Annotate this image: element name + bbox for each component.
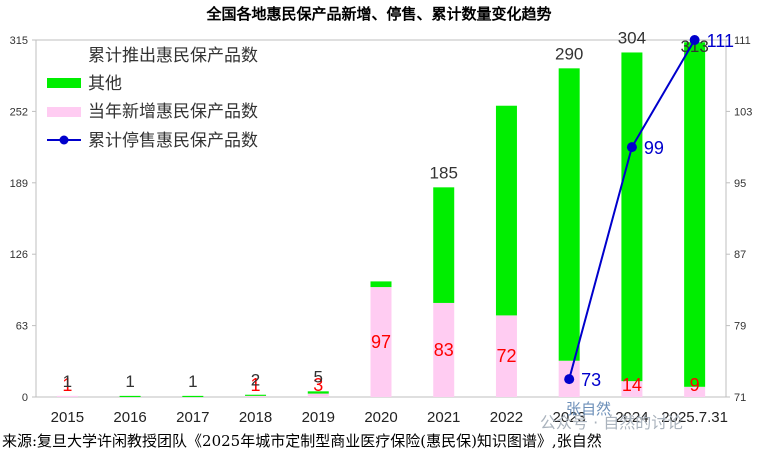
label-total-2019: 5 bbox=[314, 367, 323, 386]
label-new-2025.7.31: 9 bbox=[690, 375, 700, 395]
stop-label-2025.7.31: 111 bbox=[707, 31, 734, 51]
watermark: 张自然 公众号 · 自然的讨论 bbox=[540, 400, 683, 432]
x-tick-label: 2020 bbox=[364, 409, 397, 426]
bar-other-2021 bbox=[433, 187, 455, 303]
legend-total-label: 累计推出惠民保产品数 bbox=[88, 46, 258, 66]
y-left-tick-label: 189 bbox=[10, 178, 28, 190]
bar-new-2020 bbox=[370, 287, 392, 397]
bar-other-2018 bbox=[245, 394, 267, 396]
legend-stop-label: 累计停售惠民保产品数 bbox=[88, 131, 258, 151]
bar-other-2023 bbox=[558, 68, 580, 361]
x-tick-label: 2017 bbox=[176, 409, 209, 426]
bar-other-2024 bbox=[621, 52, 643, 382]
label-total-2016: 1 bbox=[125, 372, 134, 391]
label-new-2024: 14 bbox=[622, 375, 642, 395]
watermark-author: 张自然 bbox=[566, 400, 611, 418]
x-tick-label: 2023 bbox=[552, 409, 585, 426]
bar-new-2019 bbox=[307, 393, 329, 397]
y-right-tick-label: 103 bbox=[734, 106, 752, 118]
label-new-2020: 97 bbox=[371, 332, 391, 352]
y-left-tick-label: 63 bbox=[16, 321, 28, 333]
x-tick-label: 2024 bbox=[615, 409, 648, 426]
stop-label-2023: 73 bbox=[581, 370, 601, 390]
bar-new-2024 bbox=[621, 381, 643, 397]
bar-new-2015 bbox=[56, 395, 78, 397]
x-tick-label: 2025.7.31 bbox=[661, 409, 728, 426]
x-tick-label: 2022 bbox=[490, 409, 523, 426]
label-total-2021: 185 bbox=[430, 163, 458, 182]
y-right-tick-label: 95 bbox=[734, 178, 746, 190]
bar-other-2017 bbox=[182, 395, 204, 397]
bar-other-2020 bbox=[370, 281, 392, 288]
y-right-tick-label: 79 bbox=[734, 321, 746, 333]
bar-new-2018 bbox=[245, 395, 267, 397]
label-total-2024: 304 bbox=[618, 28, 646, 47]
label-new-2018: 1 bbox=[251, 375, 261, 395]
x-tick-label: 2021 bbox=[427, 409, 460, 426]
stop-label-2024: 99 bbox=[644, 138, 664, 158]
legend-new-swatch bbox=[47, 107, 81, 117]
y-right-tick-label: 111 bbox=[734, 35, 751, 47]
x-tick-label: 2019 bbox=[302, 409, 335, 426]
stop-point-2023 bbox=[564, 374, 575, 385]
stop-line-series: 73 99 111 bbox=[564, 31, 734, 390]
stop-point-2025.7.31 bbox=[689, 35, 700, 45]
legend-other-label: 其他 bbox=[88, 74, 122, 94]
bars bbox=[56, 42, 706, 397]
label-total-2018: 2 bbox=[251, 371, 260, 390]
bar-new-2021 bbox=[433, 302, 455, 397]
label-total-2023: 290 bbox=[555, 44, 583, 63]
label-new-2019: 3 bbox=[313, 375, 323, 395]
bar-other-2025.7.31 bbox=[684, 42, 706, 387]
label-new-2022: 72 bbox=[496, 346, 516, 366]
legend: 累计推出惠民保产品数 其他 当年新增惠民保产品数 累计停售惠民保产品数 bbox=[47, 46, 258, 151]
bar-other-2019 bbox=[307, 391, 329, 394]
bar-other-2016 bbox=[119, 395, 141, 397]
chart-title: 全国各地惠民保产品新增、停售、累计数量变化趋势 bbox=[205, 5, 551, 23]
y-left-tick-label: 315 bbox=[10, 35, 28, 47]
legend-stop-marker bbox=[59, 135, 69, 145]
y-left-tick-label: 252 bbox=[10, 106, 28, 118]
stop-point-2024 bbox=[626, 142, 637, 153]
label-new-2015: 1 bbox=[62, 375, 72, 395]
source-text: 来源:复旦大学许闲教授团队《2025年城市定制型商业医疗保险(惠民保)知识图谱》… bbox=[2, 432, 602, 450]
y-right-tick-label: 87 bbox=[734, 249, 746, 261]
x-tick-label: 2015 bbox=[51, 409, 84, 426]
x-tick-label: 2016 bbox=[113, 409, 146, 426]
y-right-tick-label: 71 bbox=[734, 392, 746, 404]
x-tick-label: 2018 bbox=[239, 409, 272, 426]
bar-new-2022 bbox=[495, 315, 517, 397]
bar-other-2022 bbox=[495, 105, 517, 316]
legend-other-swatch bbox=[47, 78, 81, 88]
watermark-account: 公众号 · 自然的讨论 bbox=[540, 413, 683, 432]
y-left-tick-label: 126 bbox=[10, 249, 28, 261]
bar-new-2025.7.31 bbox=[684, 386, 706, 397]
label-new-2021: 83 bbox=[434, 340, 454, 360]
label-total-2015: 1 bbox=[63, 372, 72, 391]
label-total-2017: 1 bbox=[188, 372, 197, 391]
y-left-tick-label: 0 bbox=[22, 392, 28, 404]
legend-new-label: 当年新增惠民保产品数 bbox=[88, 102, 258, 122]
